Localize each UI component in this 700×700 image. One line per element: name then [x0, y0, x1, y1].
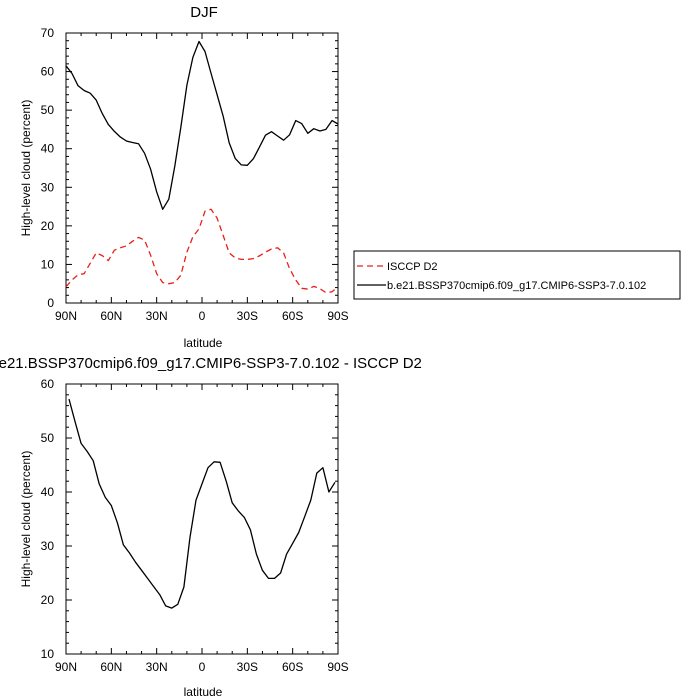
bottom-y-tick-label: 30: [41, 539, 55, 553]
top-y-axis-label: High-level cloud (percent): [19, 100, 33, 237]
top-y-tick-label: 50: [41, 103, 55, 117]
bottom-series-line-0: [68, 398, 336, 609]
legend-label-isccp: ISCCP D2: [387, 261, 438, 273]
bottom-y-tick-label: 50: [41, 431, 55, 445]
bottom-y-tick-label: 60: [41, 377, 55, 391]
top-plot-frame: [65, 32, 339, 304]
bottom-x-tick-label: 60N: [100, 660, 122, 674]
top-y-tick-label: 30: [41, 180, 55, 194]
bottom-ticks: 90N 60N 30N 0 30S 60S 90S 10 20 30 40 50 60: [41, 377, 349, 674]
bottom-x-tick-label: 30S: [237, 660, 258, 674]
bottom-y-tick-label: 10: [41, 647, 55, 661]
top-x-tick-label: 30S: [237, 309, 258, 323]
top-chart-title: DJF: [190, 4, 218, 21]
top-x-axis-label: latitude: [184, 336, 223, 350]
bottom-x-tick-label: 90S: [327, 660, 348, 674]
legend: ISCCP D2 b.e21.BSSP370cmip6.f09_g17.CMIP…: [353, 250, 681, 300]
top-x-tick-label: 30N: [146, 309, 168, 323]
bottom-y-tick-label: 40: [41, 485, 55, 499]
bottom-y-tick-label: 20: [41, 593, 55, 607]
bottom-plot-frame: [65, 383, 339, 655]
top-series-line-1: [65, 40, 339, 210]
legend-box: [353, 250, 681, 300]
bottom-chart-title: b.e21.BSSP370cmip6.f09_g17.CMIP6-SSP3-7.…: [0, 355, 422, 372]
top-ticks: 90N 60N 30N 0 30S 60S 90S 0 10 20 30 40 50 60 70: [41, 26, 349, 323]
top-x-tick-label: 90S: [327, 309, 348, 323]
top-y-tick-label: 20: [41, 219, 55, 233]
bottom-series-group: [68, 398, 336, 609]
top-y-tick-label: 60: [41, 65, 55, 79]
top-x-tick-label: 90N: [55, 309, 77, 323]
top-y-tick-label: 0: [47, 296, 54, 310]
bottom-x-tick-label: 30N: [146, 660, 168, 674]
top-series-line-0: [65, 208, 339, 294]
bottom-x-tick-label: 0: [199, 660, 206, 674]
top-panel: DJF 90N 60N 30N 0 30S 60S 90S 0 10 20 30 40 50 60 70 l…: [19, 4, 349, 350]
bottom-x-tick-label: 90N: [55, 660, 77, 674]
top-x-tick-label: 0: [199, 309, 206, 323]
bottom-y-axis-label: High-level cloud (percent): [19, 451, 33, 588]
top-x-tick-label: 60S: [282, 309, 303, 323]
top-x-tick-label: 60N: [100, 309, 122, 323]
top-series-group: [65, 40, 339, 294]
legend-label-model: b.e21.BSSP370cmip6.f09_g17.CMIP6-SSP3-7.…: [387, 280, 646, 292]
top-y-tick-label: 10: [41, 257, 55, 271]
bottom-panel: b.e21.BSSP370cmip6.f09_g17.CMIP6-SSP3-7.…: [0, 355, 422, 699]
top-y-tick-label: 40: [41, 142, 55, 156]
top-y-tick-label: 70: [41, 26, 55, 40]
bottom-x-axis-label: latitude: [184, 685, 223, 699]
bottom-x-tick-label: 60S: [282, 660, 303, 674]
